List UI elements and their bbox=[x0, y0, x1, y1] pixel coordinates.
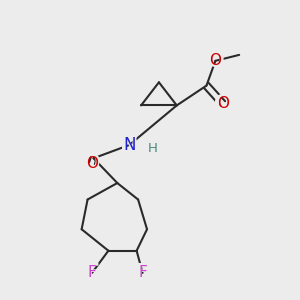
Text: O: O bbox=[217, 96, 229, 111]
Text: H: H bbox=[148, 142, 158, 155]
Text: O: O bbox=[209, 53, 221, 68]
Text: F: F bbox=[85, 263, 99, 283]
Text: N: N bbox=[123, 136, 135, 154]
Text: O: O bbox=[207, 51, 224, 71]
Text: F: F bbox=[135, 263, 150, 283]
Text: N: N bbox=[120, 135, 138, 155]
Text: F: F bbox=[88, 266, 96, 280]
Text: O: O bbox=[214, 94, 232, 114]
Text: O: O bbox=[86, 156, 98, 171]
Text: F: F bbox=[138, 266, 147, 280]
Text: O: O bbox=[83, 153, 101, 173]
Text: H: H bbox=[145, 139, 161, 158]
